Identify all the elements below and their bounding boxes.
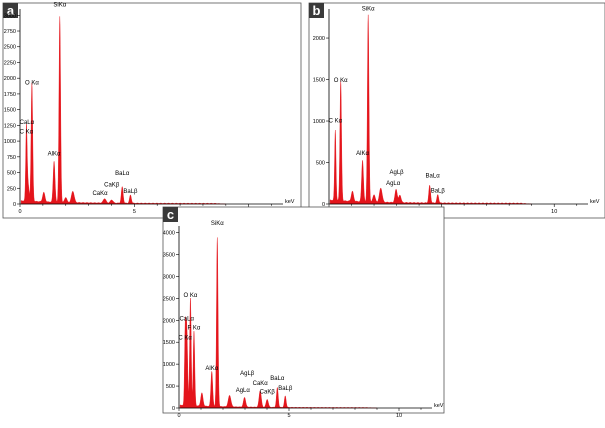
x-tick-label: 10 xyxy=(396,413,402,419)
spectrum-area xyxy=(329,14,532,205)
peak-annotation: O Kα xyxy=(334,78,348,84)
x-axis-label: keV xyxy=(590,199,600,205)
spectrum-panel-a: a 0 250 500 750 1000 1250 1500 1750 2000 2250 2500 2… xyxy=(2,2,302,219)
x-axis-label: keV xyxy=(285,199,295,205)
y-tick-label: 1750 xyxy=(4,92,16,98)
peak-annotation: C Kα xyxy=(20,130,34,136)
y-tick-label: 1000 xyxy=(163,362,175,368)
y-tick-label: 2250 xyxy=(4,60,16,66)
spectrum-area xyxy=(179,237,378,409)
y-tick-label: 500 xyxy=(166,384,175,390)
y-tick-label: 3000 xyxy=(163,274,175,280)
panel-frame xyxy=(2,2,302,219)
y-tick-label: 1000 xyxy=(313,119,325,125)
peak-annotation: BaLβ xyxy=(431,188,446,194)
y-tick-label: 4000 xyxy=(163,231,175,237)
x-tick-label: 5 xyxy=(287,413,290,419)
y-tick-label: 750 xyxy=(7,155,16,161)
spectrum-panel-c: c 0 500 1000 1500 2000 2500 3000 3500 4000 0 5 10 keV… xyxy=(162,206,445,419)
y-tick-label: 2000 xyxy=(4,76,16,82)
y-tick-label: 2500 xyxy=(163,296,175,302)
y-tick-label: 250 xyxy=(7,186,16,192)
peak-annotation: F Kα xyxy=(188,325,201,331)
peak-annotation: CaKβ xyxy=(260,390,276,396)
y-tick-label: 2500 xyxy=(4,45,16,51)
y-tick-label: 3000 xyxy=(4,13,16,19)
peak-annotation: AgLα xyxy=(236,388,251,394)
panel-frame xyxy=(162,206,445,414)
y-tick-label: 3500 xyxy=(163,253,175,259)
spectrum-panel-b: b05001000150020000510keVSiKαO KαC KαAlKα… xyxy=(308,2,605,219)
peak-annotation: C Kα xyxy=(329,119,343,125)
y-tick-label: 1500 xyxy=(313,78,325,84)
y-tick-label: 0 xyxy=(322,202,325,208)
panel-tag-box xyxy=(309,3,324,18)
peak-annotation: BaLα xyxy=(426,173,441,179)
peak-annotation: AlKα xyxy=(356,151,369,157)
peak-annotation: CaLα xyxy=(179,317,194,323)
peak-annotation: CaKα xyxy=(253,381,269,387)
peak-annotation: AgLα xyxy=(386,181,401,187)
peak-annotation: BaLβ xyxy=(123,189,138,195)
peak-annotation: O Kα xyxy=(184,293,198,299)
peak-annotation: O Kα xyxy=(25,80,39,86)
y-tick-label: 2000 xyxy=(313,36,325,42)
x-tick-label: 10 xyxy=(551,209,557,215)
spectrum-area xyxy=(20,16,226,205)
y-tick-label: 500 xyxy=(7,171,16,177)
panel-tag-box xyxy=(163,207,178,222)
panel-frame xyxy=(308,2,605,219)
y-tick-label: 2750 xyxy=(4,29,16,35)
x-tick-label: 0 xyxy=(177,413,180,419)
peak-annotation: CaKβ xyxy=(104,183,120,189)
y-tick-label: 1500 xyxy=(4,108,16,114)
y-tick-label: 1250 xyxy=(4,123,16,129)
peak-annotation: AgLβ xyxy=(240,371,255,377)
x-tick-label: 5 xyxy=(133,209,136,215)
peak-annotation: BaLα xyxy=(270,376,285,382)
y-tick-label: 500 xyxy=(316,161,325,167)
y-tick-label: 2000 xyxy=(163,318,175,324)
y-tick-label: 1000 xyxy=(4,139,16,145)
panel-tag-label: a xyxy=(7,3,15,18)
peak-annotation: CaLα xyxy=(20,120,35,126)
panel-tag-box xyxy=(3,3,18,18)
panel-tag-label: b xyxy=(313,3,321,18)
peak-annotation: C Kα xyxy=(178,336,192,342)
y-tick-label: 0 xyxy=(13,202,16,208)
peak-annotation: BaLα xyxy=(115,171,130,177)
peak-annotation: AlKα xyxy=(48,152,61,158)
peak-annotation: BaLβ xyxy=(278,386,293,392)
peak-annotation: AlKα xyxy=(205,366,218,372)
panel-tag-label: c xyxy=(167,207,174,222)
y-tick-label: 1500 xyxy=(163,340,175,346)
peak-annotation: SiKα xyxy=(362,7,375,13)
peak-annotation: CaKα xyxy=(92,191,108,197)
x-tick-label: 0 xyxy=(18,209,21,215)
x-axis-label: keV xyxy=(434,403,444,409)
peak-annotation: SiKα xyxy=(211,221,224,227)
y-tick-label: 0 xyxy=(172,406,175,412)
peak-annotation: SiKα xyxy=(53,2,66,8)
peak-annotation: AgLβ xyxy=(389,170,404,176)
